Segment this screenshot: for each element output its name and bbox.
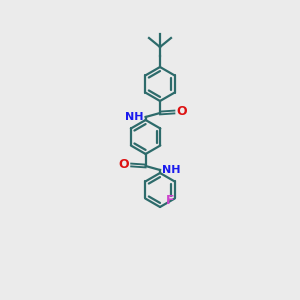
Text: NH: NH [125, 112, 144, 122]
Text: F: F [166, 194, 175, 207]
Text: O: O [118, 158, 129, 172]
Text: O: O [177, 106, 188, 118]
Text: NH: NH [162, 165, 180, 175]
